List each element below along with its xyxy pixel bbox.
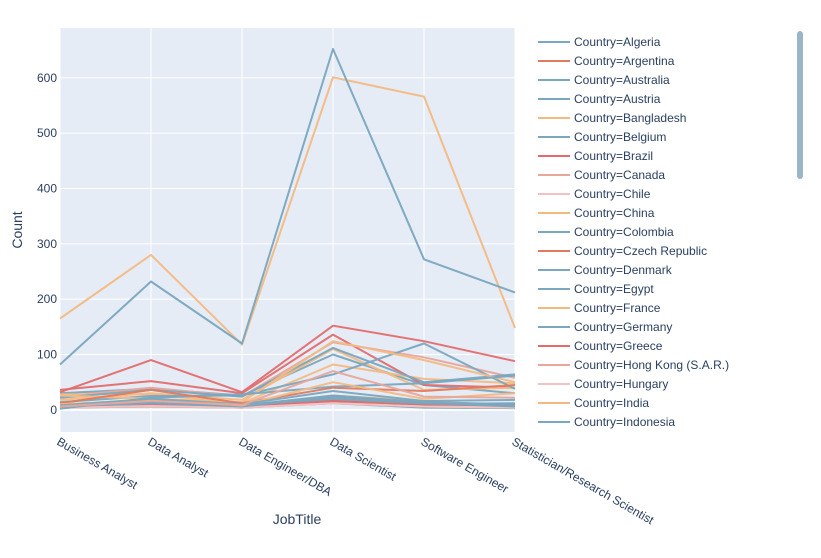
series-line[interactable] (59, 384, 516, 405)
y-axis-title: Count (9, 211, 25, 248)
legend-label: Country=Egypt (574, 282, 654, 296)
legend-item[interactable]: Country=Austria (538, 92, 661, 106)
legend-label: Country=France (574, 301, 661, 315)
series-line[interactable] (59, 340, 516, 404)
legend-label: Country=Brazil (574, 149, 653, 163)
x-tick-label: Software Engineer (419, 434, 512, 495)
legend-item[interactable]: Country=Algeria (538, 35, 661, 49)
legend-label: Country=China (574, 206, 655, 220)
legend-label: Country=Germany (574, 320, 672, 334)
legend: Country=Algeria Country=Argentina Country=… (538, 35, 729, 429)
series-lines (59, 48, 516, 410)
y-tick-label: 600 (37, 71, 57, 85)
legend-label: Country=Australia (574, 73, 670, 87)
series-line[interactable] (59, 341, 516, 398)
x-axis-title: JobTitle (273, 511, 322, 527)
x-tick-label: Data Scientist (328, 434, 400, 483)
series-line[interactable] (59, 395, 516, 408)
x-tick-label: Data Engineer/DBA (237, 434, 335, 498)
series-line[interactable] (59, 342, 516, 404)
series-line[interactable] (59, 390, 516, 407)
legend-item[interactable]: Country=Colombia (538, 225, 674, 239)
y-tick-label: 100 (37, 348, 57, 362)
legend-item[interactable]: Country=Chile (538, 187, 651, 201)
legend-item[interactable]: Country=India (538, 396, 649, 410)
legend-item[interactable]: Country=Bangladesh (538, 111, 686, 125)
legend-item[interactable]: Country=Denmark (538, 263, 673, 277)
legend-item[interactable]: Country=Egypt (538, 282, 654, 296)
legend-item[interactable]: Country=Brazil (538, 149, 653, 163)
y-tick-label: 300 (37, 237, 57, 251)
legend-label: Country=Greece (574, 339, 663, 353)
y-tick-label: 400 (37, 181, 57, 195)
legend-item[interactable]: Country=Greece (538, 339, 663, 353)
series-line[interactable] (59, 333, 516, 395)
legend-item[interactable]: Country=Czech Republic (538, 244, 707, 258)
legend-item[interactable]: Country=Argentina (538, 54, 675, 68)
series-line[interactable] (59, 370, 516, 408)
legend-label: Country=Colombia (574, 225, 674, 239)
legend-label: Country=Denmark (574, 263, 673, 277)
legend-label: Country=Indonesia (574, 415, 675, 429)
legend-item[interactable]: Country=Hungary (538, 377, 668, 391)
series-line[interactable] (59, 76, 516, 346)
x-tick-label: Data Analyst (146, 434, 212, 480)
legend-label: Country=Belgium (574, 130, 666, 144)
legend-label: Country=Argentina (574, 54, 675, 68)
legend-item[interactable]: Country=Hong Kong (S.A.R.) (538, 358, 729, 372)
legend-label: Country=Algeria (574, 35, 661, 49)
legend-label: Country=Canada (574, 168, 665, 182)
series-line[interactable] (59, 324, 516, 394)
legend-label: Country=India (574, 396, 649, 410)
x-tick-label: Business Analyst (55, 434, 141, 492)
x-tick-label: Statistician/Research Scientist (510, 434, 657, 527)
legend-item[interactable]: Country=Indonesia (538, 415, 675, 429)
legend-item[interactable]: Country=Australia (538, 73, 670, 87)
y-tick-label: 0 (50, 403, 57, 417)
legend-label: Country=Chile (574, 187, 651, 201)
x-tick-labels: Business Analyst Data Analyst Data Enginee… (55, 434, 657, 527)
legend-scrollbar[interactable] (797, 31, 803, 179)
y-tick-labels: 0 100 200 300 400 500 600 (37, 71, 57, 417)
legend-label: Country=Bangladesh (574, 111, 686, 125)
legend-item[interactable]: Country=Belgium (538, 130, 666, 144)
legend-label: Country=Hungary (574, 377, 668, 391)
y-tick-label: 500 (37, 126, 57, 140)
y-tick-label: 200 (37, 292, 57, 306)
legend-item[interactable]: Country=France (538, 301, 661, 315)
series-line[interactable] (59, 402, 516, 409)
legend-label: Country=Austria (574, 92, 661, 106)
legend-item[interactable]: Country=China (538, 206, 655, 220)
legend-item[interactable]: Country=Canada (538, 168, 665, 182)
legend-item[interactable]: Country=Germany (538, 320, 672, 334)
legend-label: Country=Hong Kong (S.A.R.) (574, 358, 729, 372)
legend-label: Country=Czech Republic (574, 244, 707, 258)
series-line[interactable] (59, 48, 516, 366)
